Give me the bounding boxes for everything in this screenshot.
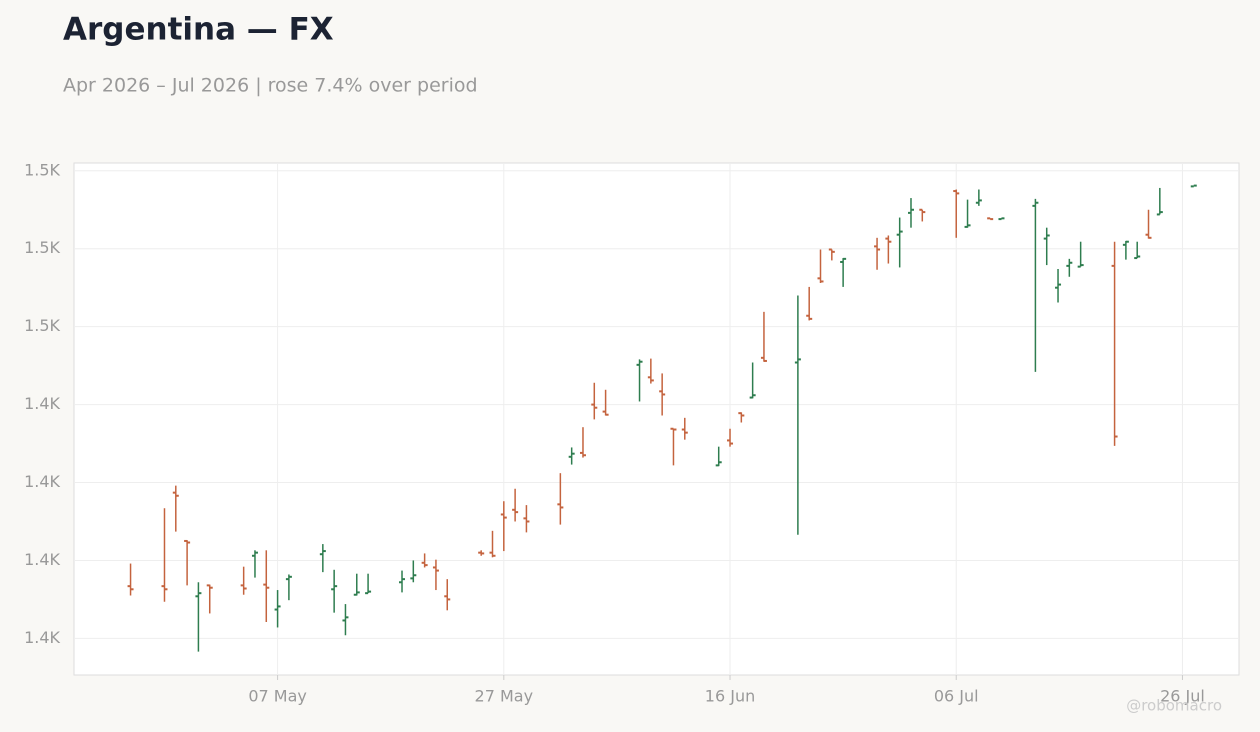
x-tick-label: 07 May [248, 687, 307, 706]
plot-area [73, 162, 1240, 676]
chart-subtitle: Apr 2026 – Jul 2026 | rose 7.4% over per… [63, 75, 478, 97]
y-tick-label: 1.5K [24, 238, 60, 257]
chart-title: Argentina — FX [63, 12, 334, 48]
y-tick-label: 1.4K [24, 550, 60, 569]
x-tick-label: 06 Jul [934, 687, 979, 706]
y-tick-label: 1.5K [24, 160, 60, 179]
x-tick-label: 26 Jul [1160, 687, 1205, 706]
y-tick-label: 1.5K [24, 316, 60, 335]
x-tick-label: 27 May [475, 687, 534, 706]
y-tick-label: 1.4K [24, 394, 60, 413]
watermark: @robomacro [1126, 697, 1222, 715]
x-tick-label: 16 Jun [705, 687, 755, 706]
y-tick-label: 1.4K [24, 628, 60, 647]
y-tick-label: 1.4K [24, 472, 60, 491]
